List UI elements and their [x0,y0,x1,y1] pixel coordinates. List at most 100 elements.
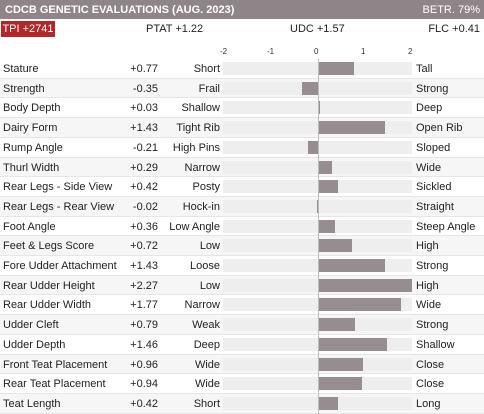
trait-name: Feet & Legs Score [3,240,95,253]
row-divider [0,353,484,355]
table-row: Foot Angle +0.36 Low Angle Steep Angle [0,217,484,237]
trait-value: +0.29 [130,161,158,174]
trait-value: +0.94 [130,378,158,391]
table-row: Thurl Width +0.29 Narrow Wide [0,157,484,178]
bar-track [223,121,412,135]
summary-bar: TPI +2741 PTAT +1.22 UDC +1.57 FLC +0.41 [0,20,484,38]
bar-track [223,377,412,391]
table-row: Rear Legs - Side View +0.42 Posty Sickled [0,177,484,197]
table-row: Body Depth +0.03 Shallow Deep [0,98,484,118]
trait-name: Rear Teat Placement [3,378,106,391]
trait-bar [318,396,338,410]
bar-track [223,219,412,233]
x-tick-label: -2 [220,47,228,56]
high-descriptor: Sickled [416,181,452,194]
low-descriptor: Tight Rib [176,122,220,135]
trait-name: Udder Cleft [3,319,59,332]
bar-track [223,259,412,272]
row-divider [0,77,484,79]
high-descriptor: Tall [416,63,433,75]
trait-value: +1.77 [130,299,158,312]
low-descriptor: Shallow [181,102,220,115]
row-divider [0,156,484,158]
table-row: Dairy Form +1.43 Tight Rib Open Rib [0,118,484,138]
trait-value: +0.72 [130,240,158,253]
high-descriptor: Long [416,397,441,410]
trait-name: Rear Legs - Side View [3,181,113,194]
bar-track [223,239,412,253]
trait-bar [317,199,319,213]
trait-value: +1.43 [130,260,158,272]
trait-bar [318,298,402,312]
bar-track [223,298,412,312]
trait-value: +1.46 [130,338,158,351]
low-descriptor: Short [193,397,220,410]
trait-value: +0.77 [130,63,158,75]
low-descriptor: Narrow [184,299,220,312]
row-divider [0,176,484,178]
low-descriptor: Wide [194,358,220,371]
trait-value: +0.42 [130,397,158,410]
high-descriptor: Strong [416,260,449,272]
trait-value: +0.79 [130,319,158,332]
bar-track [223,160,412,174]
high-descriptor: Wide [416,299,442,312]
row-divider [0,333,484,335]
trait-name: Fore Udder Attachment [3,260,117,272]
trait-bar [318,357,364,371]
trait-value: +0.42 [130,181,158,194]
bar-track [223,318,412,332]
udc-value: UDC +1.57 [290,23,345,35]
x-tick-label: 2 [408,47,413,56]
trait-name: Rump Angle [3,141,63,154]
trait-value: -0.02 [132,200,158,213]
high-descriptor: Strong [416,319,449,332]
trait-bar [318,377,363,391]
table-row: Rear Udder Width +1.77 Narrow Wide [0,295,484,315]
trait-bar [318,160,332,174]
table-row: Rear Legs - Rear View -0.02 Hock-in Straigh… [0,196,484,217]
table-row: Stature +0.77 Short Tall [0,59,484,79]
trait-bar [318,219,335,233]
trait-name: Udder Depth [3,338,66,351]
trait-name: Front Teat Placement [3,358,108,371]
row-divider [0,274,484,276]
low-descriptor: Narrow [184,161,220,174]
trait-bar [318,121,386,135]
low-descriptor: Wide [194,378,220,391]
row-divider [0,392,484,394]
low-descriptor: Low Angle [169,220,220,233]
low-descriptor: Frail [198,82,220,95]
x-tick-label: 0 [314,47,319,56]
table-row: Rump Angle -0.21 High Pins Sloped [0,138,484,158]
evaluation-title: CDCB GENETIC EVALUATIONS (AUG. 2023) [5,3,235,16]
row-divider [0,117,484,119]
x-tick-label: 1 [361,47,366,56]
high-descriptor: Shallow [416,338,455,351]
bar-track [223,180,412,194]
high-descriptor: High [416,279,439,292]
trait-value: -0.21 [132,141,158,154]
bar-track [223,140,412,154]
trait-bar [318,239,352,253]
trait-bar [301,81,318,95]
high-descriptor: High [416,240,439,253]
ptat-value: PTAT +1.22 [146,23,204,35]
low-descriptor: Weak [192,319,220,332]
high-descriptor: Sloped [416,141,451,154]
trait-name: Rear Udder Width [3,299,92,312]
trait-name: Stature [3,63,39,75]
bar-track [223,337,412,351]
high-descriptor: Strong [416,82,449,95]
bar-track [223,62,412,75]
trait-bar [308,140,318,154]
trait-value: +1.43 [130,122,158,135]
trait-bar [318,318,356,332]
high-descriptor: Close [416,358,445,371]
high-descriptor: Open Rib [416,122,463,135]
table-row: Rear Teat Placement +0.94 Wide Close [0,374,484,394]
low-descriptor: Loose [190,260,220,272]
table-row: Udder Cleft +0.79 Weak Strong [0,315,484,335]
low-descriptor: Hock-in [182,200,220,213]
table-row: Teat Length +0.42 Short Long [0,393,484,414]
